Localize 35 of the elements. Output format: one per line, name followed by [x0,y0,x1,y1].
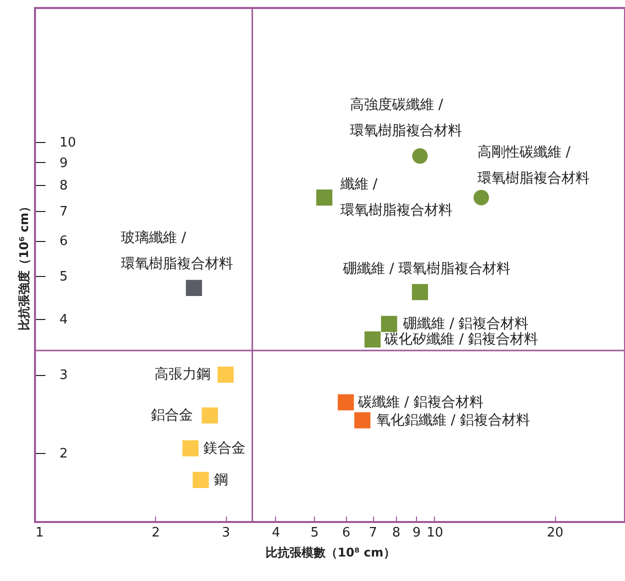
series-label: 纖維 / 環氧樹脂複合材料 [339,176,452,219]
x-tick-label: 8 [392,526,400,540]
x-tick-label: 4 [272,526,280,540]
x-tick-label: 2 [152,526,160,540]
y-tick-label: 4 [60,312,68,328]
y-tick-label: 5 [60,269,68,284]
y-tick-label: 10 [60,135,76,150]
y-tick-label: 6 [60,234,68,250]
series-label: 高剛性碳纖維 / 環氧樹脂複合材料 [477,144,590,187]
y-tick-label: 7 [60,204,68,220]
series-label: 氧化鋁纖維 / 鋁複合材料 [376,412,530,428]
x-tick-label: 10 [426,526,444,540]
text: 玻璃纖維 / 環氧樹脂複合材料 [120,230,233,272]
y-tick-label: 3 [60,368,68,384]
series-label: 高張力鋼 [154,366,211,383]
x-tick-label: 9 [412,526,421,540]
x-tick-label: 3 [222,526,230,540]
y-axis-title: 比抗張強度（10⁶ cm） [17,200,31,330]
x-tick-label: 5 [310,526,319,540]
x-tick-label: 1 [36,526,44,540]
series-label: 碳纖維 / 鋁複合材料 [356,394,484,410]
y-tick-label: 2 [60,446,68,462]
y-tick-label: 8 [60,178,68,194]
x-axis-title: 比抗張模數（10⁸ cm） [266,546,396,560]
series-label: 硼纖維 / 鋁複合材料 [402,316,529,332]
series-label: 鋁合金 [150,407,193,424]
text: 高強度碳纖維 / 環氧樹脂複合材料 [350,97,462,140]
x-tick-label: 20 [546,526,564,540]
series-label: 鎂合金 [203,440,246,456]
x-tick-label: 6 [342,526,350,540]
series-label: 鋼 [214,472,228,488]
y-tick-label: 9 [60,156,68,171]
x-tick-label: 7 [368,526,378,540]
series-label: 碳化矽纖維 / 鋁複合材料 [384,331,538,348]
series-label: 硼纖維 / 環氧樹脂複合材料 [342,261,511,278]
